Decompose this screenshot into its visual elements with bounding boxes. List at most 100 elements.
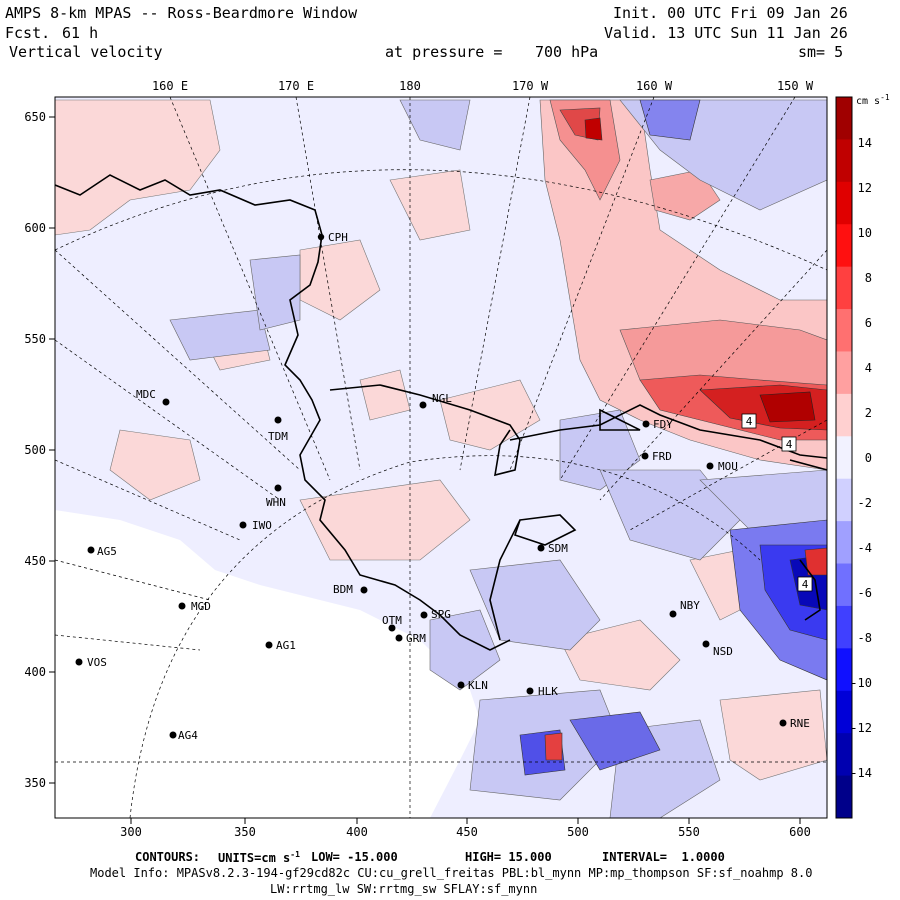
svg-text:CPH: CPH xyxy=(328,231,348,244)
station-nsd[interactable]: NSD xyxy=(702,640,733,659)
pressure-value: 700 hPa xyxy=(535,43,599,61)
station-rne[interactable]: RNE xyxy=(779,717,810,730)
map-title: AMPS 8-km MPAS -- Ross-Beardmore Window xyxy=(5,4,358,22)
svg-text:300: 300 xyxy=(120,825,142,839)
forecast-label: Fcst. xyxy=(5,24,51,42)
svg-text:500: 500 xyxy=(24,443,46,457)
colorbar-swatch xyxy=(836,733,852,777)
station-frd[interactable]: FRD xyxy=(641,450,672,463)
svg-text:AG4: AG4 xyxy=(178,729,198,742)
valid-time: Valid. 13 UTC Sun 11 Jan 26 xyxy=(604,24,848,42)
svg-text:RNE: RNE xyxy=(790,717,810,730)
svg-text:AG1: AG1 xyxy=(276,639,296,652)
svg-text:GRM: GRM xyxy=(406,632,426,645)
colorbar-swatch xyxy=(836,436,852,480)
svg-text:SPG: SPG xyxy=(431,608,451,621)
svg-text:FRD: FRD xyxy=(652,450,672,463)
colorbar-swatch xyxy=(836,775,852,819)
station-sdm[interactable]: SDM xyxy=(537,542,569,555)
svg-text:350: 350 xyxy=(24,776,46,790)
high-marker-value: 4 xyxy=(746,415,753,428)
high-marker-value: 4 xyxy=(802,578,809,591)
station-ngl[interactable]: NGL xyxy=(419,392,453,409)
x-axis-labels: 300 350 400 450 500 550 600 xyxy=(120,825,811,839)
svg-text:BDM: BDM xyxy=(333,583,353,596)
init-time: Init. 00 UTC Fri 09 Jan 26 xyxy=(613,4,848,22)
colorbar-swatch xyxy=(836,266,852,310)
station-fdy[interactable]: FDY xyxy=(642,418,674,431)
svg-text:550: 550 xyxy=(678,825,700,839)
station-mgd[interactable]: MGD xyxy=(178,600,211,613)
low-value: LOW= -15.000 xyxy=(311,850,398,864)
svg-text:550: 550 xyxy=(24,332,46,346)
station-vos[interactable]: VOS xyxy=(75,656,107,669)
svg-text:OTM: OTM xyxy=(382,614,402,627)
colorbar-tick-label: 8 xyxy=(865,271,872,285)
svg-text:500: 500 xyxy=(567,825,589,839)
svg-text:NGL: NGL xyxy=(432,392,452,405)
colorbar: cm s-1 14 12 10 8 6 4 2 0 -2 -4 -6 -8 -10 -12 -14 xyxy=(835,93,890,819)
station-cph[interactable]: CPH xyxy=(317,231,348,244)
colorbar-tick-label: 14 xyxy=(858,136,872,150)
colorbar-swatch xyxy=(836,181,852,225)
axis-ticks xyxy=(49,116,801,824)
high-marker-value: 4 xyxy=(786,438,793,451)
station-ag1[interactable]: AG1 xyxy=(265,639,296,652)
svg-text:350: 350 xyxy=(234,825,256,839)
station-whn[interactable]: WHN xyxy=(266,484,286,510)
colorbar-tick-label: -2 xyxy=(858,496,872,510)
station-mou[interactable]: MOU xyxy=(706,460,738,473)
station-ag5[interactable]: AG5 xyxy=(87,545,117,558)
colorbar-tick-label: 6 xyxy=(865,316,872,330)
svg-text:600: 600 xyxy=(789,825,811,839)
svg-text:SDM: SDM xyxy=(548,542,568,555)
station-iwo[interactable]: IWO xyxy=(239,519,272,532)
colorbar-tick-label: -14 xyxy=(850,766,872,780)
svg-text:KLN: KLN xyxy=(468,679,488,692)
model-info: Model Info: MPASv8.2.3-194-gf29cd82c CU:… xyxy=(90,866,813,880)
pressure-label: at pressure = xyxy=(385,43,503,61)
station-nby[interactable]: NBY xyxy=(669,599,701,618)
svg-text:NSD: NSD xyxy=(713,645,733,658)
map-frame xyxy=(54,96,828,819)
svg-text:TDM: TDM xyxy=(268,430,288,443)
colorbar-swatch xyxy=(836,521,852,565)
svg-text:450: 450 xyxy=(24,554,46,568)
svg-text:WHN: WHN xyxy=(266,496,286,509)
variable-name: Vertical velocity xyxy=(9,43,163,61)
colorbar-swatches xyxy=(836,97,852,819)
colorbar-swatch xyxy=(836,605,852,649)
colorbar-tick-label: -10 xyxy=(850,676,872,690)
station-grm[interactable]: GRM xyxy=(395,632,427,645)
map-field: 4 4 4 CPH NGL MDC TDM WHN IWO AG5 FDY FR… xyxy=(55,97,827,818)
svg-text:IWO: IWO xyxy=(252,519,272,532)
svg-text:MGD: MGD xyxy=(191,600,211,613)
colorbar-swatch xyxy=(836,97,852,140)
svg-text:VOS: VOS xyxy=(87,656,107,669)
colorbar-swatch xyxy=(836,224,852,268)
colorbar-swatch xyxy=(836,351,852,395)
high-marker xyxy=(781,436,797,452)
colorbar-tick-label: 4 xyxy=(865,361,872,375)
station-spg[interactable]: SPG xyxy=(420,608,451,621)
high-value: HIGH= 15.000 xyxy=(465,850,552,864)
station-ag4[interactable]: AG4 xyxy=(169,729,199,742)
station-bdm[interactable]: BDM xyxy=(333,583,368,596)
svg-text:600: 600 xyxy=(24,221,46,235)
colorbar-swatch xyxy=(836,309,852,352)
station-tdm[interactable]: TDM xyxy=(268,416,288,444)
colorbar-swatch xyxy=(836,139,852,183)
station-otm[interactable]: OTM xyxy=(382,614,402,632)
colorbar-tick-label: 12 xyxy=(858,181,872,195)
interval-value: INTERVAL= 1.0000 xyxy=(602,850,725,864)
station-kln[interactable]: KLN xyxy=(457,679,488,692)
station-hlk[interactable]: HLK xyxy=(526,685,559,698)
highs-lows: 4 4 4 xyxy=(741,413,813,592)
station-mdc[interactable]: MDC xyxy=(136,388,170,406)
graticule xyxy=(55,97,827,818)
units-label: UNITS=cm s-1 xyxy=(218,850,300,865)
colorbar-tick-label: -4 xyxy=(858,541,872,555)
lon-label-180: 180 xyxy=(399,79,421,93)
model-info-2: LW:rrtmg_lw SW:rrtmg_sw SFLAY:sf_mynn xyxy=(270,882,538,896)
